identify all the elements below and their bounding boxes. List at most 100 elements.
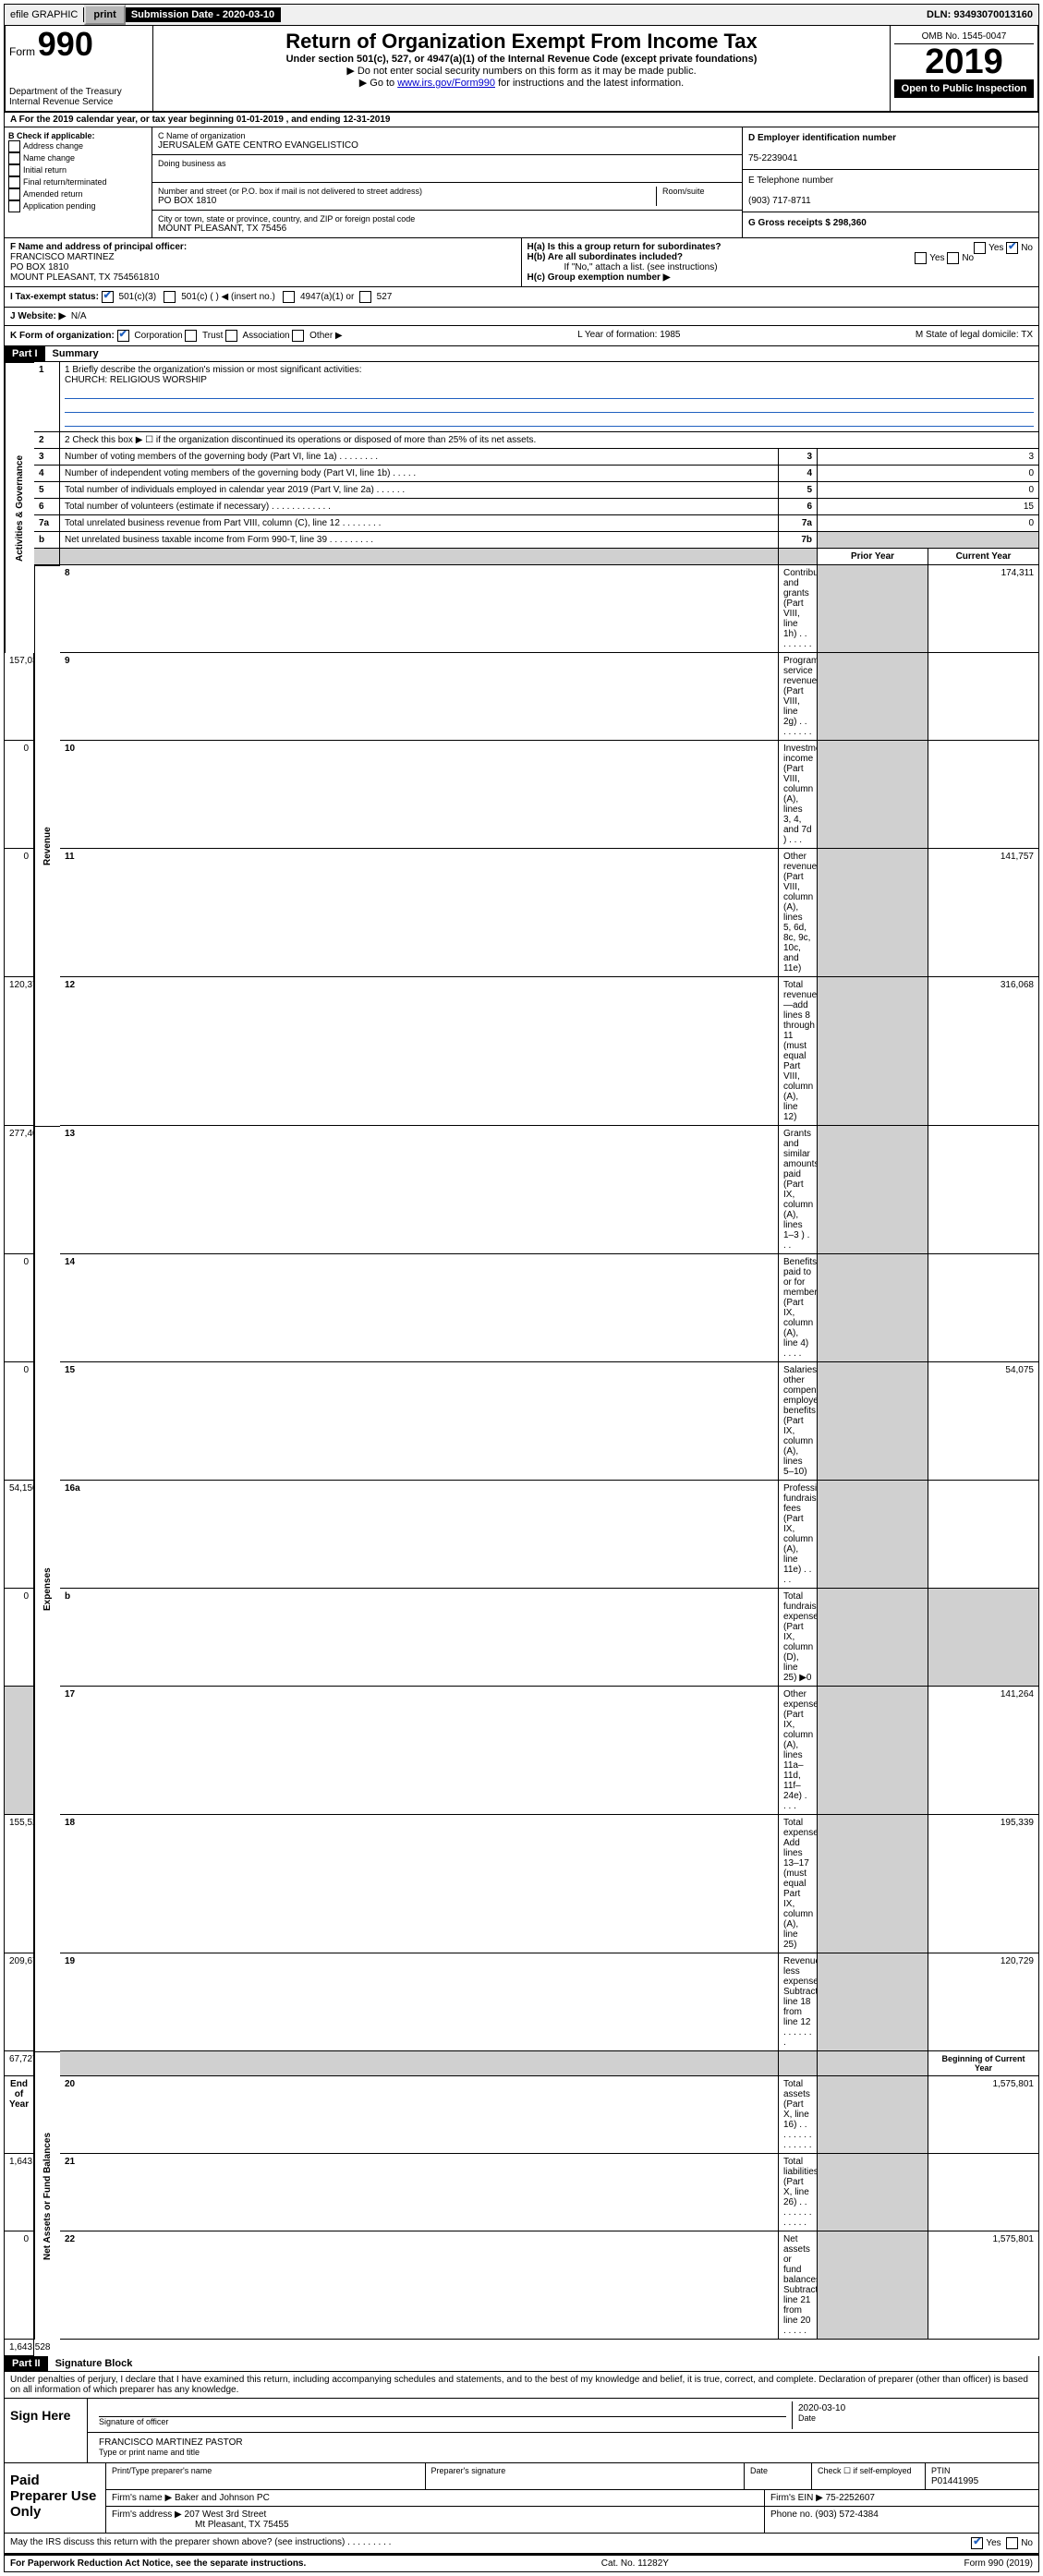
top-toolbar: efile GRAPHIC print Submission Date - 20… xyxy=(4,4,1039,26)
dln-label: DLN: 93493070013160 xyxy=(921,7,1038,22)
val-5: 0 xyxy=(818,482,1039,499)
val-6: 15 xyxy=(818,499,1039,515)
discuss-yes[interactable]: ✔ xyxy=(971,2537,983,2549)
discuss-no[interactable] xyxy=(1006,2537,1018,2549)
signature-block: Sign Here Signature of officer 2020-03-1… xyxy=(4,2399,1039,2534)
val-8-current: 157,030 xyxy=(5,653,34,741)
website-row: J Website: ▶ N/A xyxy=(4,308,1039,326)
print-button[interactable]: print xyxy=(84,5,125,25)
firm-address-1: 207 West 3rd Street xyxy=(185,2509,267,2520)
val-8-prior: 174,311 xyxy=(928,565,1039,653)
col-d-ein-phone: D Employer identification number 75-2239… xyxy=(743,127,1038,237)
efile-label: efile GRAPHIC xyxy=(5,7,84,22)
form990-link[interactable]: www.irs.gov/Form990 xyxy=(397,78,495,89)
checkbox-amended-return[interactable] xyxy=(8,188,20,200)
checkbox-4947[interactable] xyxy=(283,291,295,303)
form-label: Form xyxy=(9,45,35,58)
checkbox-trust[interactable] xyxy=(185,330,197,342)
room-label: Room/suite xyxy=(656,187,736,206)
checkbox-application-pending[interactable] xyxy=(8,200,20,212)
summary-table: Activities & Governance 1 1 Briefly desc… xyxy=(4,362,1039,2356)
sign-date: 2020-03-10 Date xyxy=(793,2401,1033,2429)
paid-preparer-label: Paid Preparer Use Only xyxy=(5,2463,106,2533)
checkbox-other[interactable] xyxy=(292,330,304,342)
ha-yes[interactable] xyxy=(974,242,986,254)
val-7a: 0 xyxy=(818,515,1039,532)
firm-address-2: Mt Pleasant, TX 75455 xyxy=(112,2520,289,2530)
prior-year-header: Prior Year xyxy=(818,549,928,565)
group-return-block: H(a) Is this a group return for subordin… xyxy=(522,238,1039,286)
ein-value: 75-2239041 xyxy=(748,153,797,163)
mission-text: CHURCH: RELIGIOUS WORSHIP xyxy=(65,375,207,385)
col-c-name-address: C Name of organization JERUSALEM GATE CE… xyxy=(152,127,743,237)
header-center: Return of Organization Exempt From Incom… xyxy=(153,26,890,111)
ha-no[interactable]: ✔ xyxy=(1006,242,1018,254)
paperwork-notice: For Paperwork Reduction Act Notice, see … xyxy=(10,2558,306,2569)
cat-number: Cat. No. 11282Y xyxy=(601,2558,669,2569)
section-a-year-range: A For the 2019 calendar year, or tax yea… xyxy=(4,113,1039,127)
self-employed-check[interactable]: Check ☐ if self-employed xyxy=(812,2463,926,2489)
val-3: 3 xyxy=(818,449,1039,466)
open-public-badge: Open to Public Inspection xyxy=(894,79,1034,98)
org-name: JERUSALEM GATE CENTRO EVANGELISTICO xyxy=(158,140,736,151)
form-number: 990 xyxy=(38,25,93,63)
tax-year: 2019 xyxy=(894,44,1034,79)
part-i-header: Part I Summary xyxy=(4,346,1039,362)
state-domicile: M State of legal domicile: TX xyxy=(916,330,1033,342)
firm-ein: 75-2252607 xyxy=(826,2493,875,2503)
street-address: PO BOX 1810 xyxy=(158,196,656,206)
checkbox-association[interactable] xyxy=(225,330,237,342)
discuss-with-preparer-row: May the IRS discuss this return with the… xyxy=(4,2534,1039,2554)
city-label: City or town, state or province, country… xyxy=(158,214,736,224)
form-number-box: Form 990 Department of the Treasury Inte… xyxy=(6,26,153,111)
form-subtitle: Under section 501(c), 527, or 4947(a)(1)… xyxy=(157,54,886,65)
ein-label: D Employer identification number xyxy=(748,133,896,143)
form-footer-label: Form 990 (2019) xyxy=(964,2558,1033,2569)
checkbox-name-change[interactable] xyxy=(8,152,20,164)
city-state-zip: MOUNT PLEASANT, TX 75456 xyxy=(158,224,736,234)
checkbox-501c3[interactable]: ✔ xyxy=(102,291,114,303)
officer-signature-field[interactable]: Signature of officer xyxy=(93,2401,793,2429)
eoy-header: End of Year xyxy=(5,2076,34,2154)
checkbox-final-return[interactable] xyxy=(8,176,20,188)
side-label-expenses: Expenses xyxy=(34,1126,60,2051)
header-note-1: ▶ Do not enter social security numbers o… xyxy=(157,65,886,77)
telephone-label: E Telephone number xyxy=(748,175,833,186)
checkbox-address-change[interactable] xyxy=(8,140,20,152)
form-of-organization-row: K Form of organization: ✔ Corporation Tr… xyxy=(4,326,1039,346)
penalty-declaration: Under penalties of perjury, I declare th… xyxy=(4,2372,1039,2399)
form-title: Return of Organization Exempt From Incom… xyxy=(157,30,886,54)
paid-preparer-block: Paid Preparer Use Only Print/Type prepar… xyxy=(5,2462,1038,2533)
line-2-discontinued: 2 Check this box ▶ ☐ if the organization… xyxy=(60,432,1039,449)
addr-label: Number and street (or P.O. box if mail i… xyxy=(158,187,656,196)
col-b-checkboxes: B Check if applicable: Address change Na… xyxy=(5,127,152,237)
checkbox-501c[interactable] xyxy=(164,291,176,303)
submission-date: Submission Date - 2020-03-10 xyxy=(126,7,281,22)
org-name-label: C Name of organization xyxy=(158,131,736,140)
checkbox-corporation[interactable]: ✔ xyxy=(117,330,129,342)
val-7b xyxy=(818,532,1039,549)
current-year-header: Current Year xyxy=(928,549,1039,565)
header-right: OMB No. 1545-0047 2019 Open to Public In… xyxy=(890,26,1037,111)
sign-here-label: Sign Here xyxy=(5,2399,88,2462)
checkbox-initial-return[interactable] xyxy=(8,164,20,176)
firm-name: Baker and Johnson PC xyxy=(175,2493,270,2503)
boy-header: Beginning of Current Year xyxy=(928,2051,1039,2076)
hb-no[interactable] xyxy=(947,252,959,264)
telephone-value: (903) 717-8711 xyxy=(748,196,811,206)
dept-label: Department of the Treasury Internal Reve… xyxy=(9,87,149,107)
side-label-revenue: Revenue xyxy=(34,565,60,1126)
identity-block: B Check if applicable: Address change Na… xyxy=(4,127,1039,238)
header-note-2: ▶ Go to www.irs.gov/Form990 for instruct… xyxy=(157,77,886,89)
dba-label: Doing business as xyxy=(158,159,736,168)
gross-receipts: G Gross receipts $ 298,360 xyxy=(748,218,867,228)
page-footer: For Paperwork Reduction Act Notice, see … xyxy=(4,2556,1039,2572)
firm-phone: (903) 572-4384 xyxy=(815,2509,878,2520)
officer-name: FRANCISCO MARTINEZ PASTOR xyxy=(99,2437,243,2448)
year-formation: L Year of formation: 1985 xyxy=(577,330,680,342)
hb-yes[interactable] xyxy=(915,252,927,264)
checkbox-527[interactable] xyxy=(359,291,371,303)
side-label-governance: Activities & Governance xyxy=(5,362,34,653)
form-header: Form 990 Department of the Treasury Inte… xyxy=(4,26,1039,113)
val-4: 0 xyxy=(818,466,1039,482)
